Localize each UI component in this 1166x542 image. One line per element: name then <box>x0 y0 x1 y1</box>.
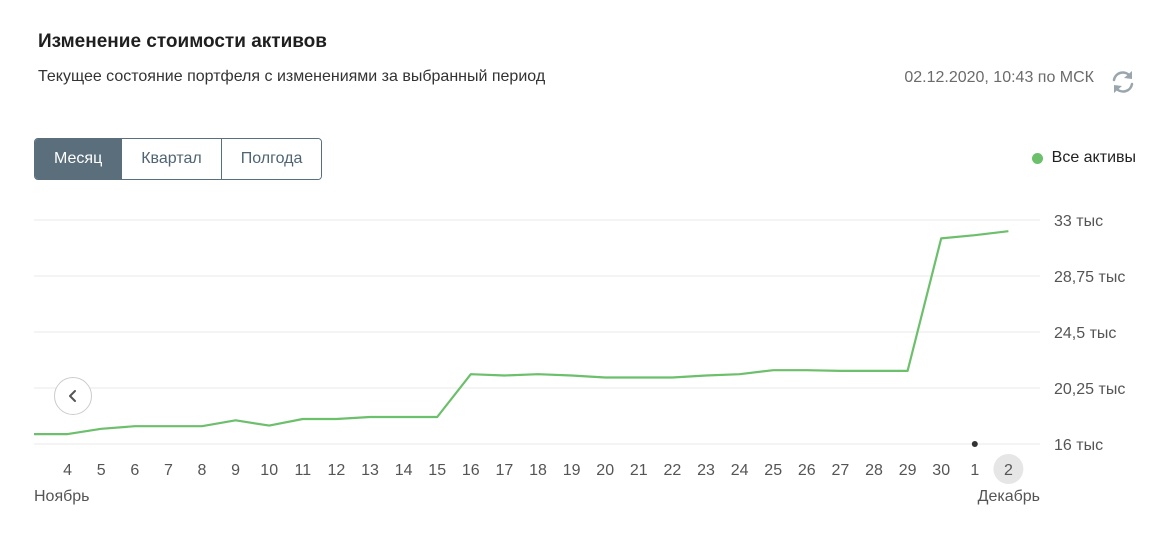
period-halfyear-button[interactable]: Полгода <box>220 139 322 179</box>
x-tick-label: 6 <box>130 462 139 479</box>
x-tick-label: 29 <box>899 462 917 479</box>
x-tick-label: 18 <box>529 462 547 479</box>
y-tick-label: 16 тыс <box>1054 437 1103 454</box>
x-tick-label: 19 <box>563 462 581 479</box>
period-selector: Месяц Квартал Полгода <box>34 138 323 180</box>
x-tick-label: 25 <box>764 462 782 479</box>
x-tick-label: 2 <box>1004 462 1013 479</box>
x-tick-label: 12 <box>328 462 346 479</box>
update-timestamp: 02.12.2020, 10:43 по МСК <box>904 69 1094 86</box>
x-tick-label: 8 <box>198 462 207 479</box>
x-tick-label: 7 <box>164 462 173 479</box>
x-tick-label: 1 <box>970 462 979 479</box>
prev-period-button[interactable] <box>54 377 92 415</box>
x-tick-label: 24 <box>731 462 749 479</box>
legend-marker <box>1031 152 1043 164</box>
y-tick-label: 28,75 тыс <box>1054 269 1125 286</box>
selected-day-highlight <box>993 454 1024 484</box>
period-quarter-button[interactable]: Квартал <box>121 139 221 179</box>
x-tick-label: 14 <box>395 462 413 479</box>
x-tick-label: 21 <box>630 462 648 479</box>
legend-label: Все активы <box>1051 149 1136 166</box>
x-tick-label: 9 <box>231 462 240 479</box>
x-tick-label: 26 <box>798 462 816 479</box>
x-tick-label: 30 <box>932 462 950 479</box>
refresh-button[interactable] <box>1108 67 1138 97</box>
x-tick-label: 16 <box>462 462 480 479</box>
period-month-button[interactable]: Месяц <box>35 139 122 179</box>
y-tick-label: 24,5 тыс <box>1054 325 1116 342</box>
x-tick-label: 15 <box>428 462 446 479</box>
month-label-end: Декабрь <box>978 488 1040 505</box>
x-tick-label: 11 <box>294 462 311 479</box>
card-subtitle: Текущее состояние портфеля с изменениями… <box>38 68 546 85</box>
x-tick-label: 10 <box>260 462 278 479</box>
series-line <box>34 230 1009 436</box>
month-label-start: Ноябрь <box>34 488 90 505</box>
asset-value-card: Изменение стоимости активов Текущее сост… <box>4 0 1166 542</box>
x-tick-label: 22 <box>664 462 682 479</box>
chart-legend: Все активы <box>1031 149 1136 167</box>
card-title: Изменение стоимости активов <box>38 31 327 52</box>
refresh-icon <box>1112 71 1134 93</box>
x-tick-label: 27 <box>832 462 850 479</box>
y-tick-label: 20,25 тыс <box>1054 381 1125 398</box>
current-day-marker <box>971 441 978 447</box>
x-tick-label: 23 <box>697 462 715 479</box>
chevron-left-icon <box>69 390 76 402</box>
y-tick-label: 33 тыс <box>1054 213 1103 230</box>
x-tick-label: 4 <box>63 462 72 479</box>
x-tick-label: 17 <box>496 462 514 479</box>
x-tick-label: 5 <box>97 462 106 479</box>
x-tick-label: 13 <box>361 462 379 479</box>
x-tick-label: 28 <box>865 462 883 479</box>
x-tick-label: 20 <box>596 462 614 479</box>
